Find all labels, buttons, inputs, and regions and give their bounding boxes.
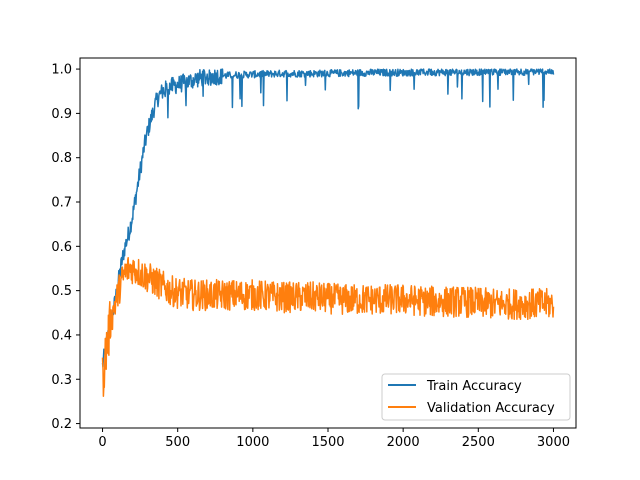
y-tick-label: 0.6 [51,240,72,255]
series-layer [101,68,555,397]
x-tick-label: 2500 [462,435,495,450]
x-tick-label: 3000 [537,435,570,450]
plot-frame [79,57,577,429]
x-tick-label: 500 [165,435,190,450]
legend-box [381,373,571,421]
x-tick-label: 2000 [387,435,420,450]
y-tick-label: 0.7 [51,196,72,211]
x-tick-label: 1500 [311,435,344,450]
x-tick-label: 0 [98,435,106,450]
series-line-validation-accuracy [101,256,555,397]
y-tick-label: 0.8 [51,151,72,166]
y-tick-label: 0.9 [51,107,72,122]
axis-ticks: 0 500 1000 1500 2000 2500 3000 0.2 0.3 0.4 0.5 0.6 0… [51,63,570,450]
legend-label-validation: Validation Accuracy [427,401,555,416]
legend-label-train: Train Accuracy [426,379,522,394]
x-tick-label: 1000 [236,435,269,450]
y-tick-label: 0.3 [51,373,72,388]
y-tick-label: 0.5 [51,284,72,299]
legend: Train Accuracy Validation Accuracy [381,373,571,421]
series-line-train-accuracy [101,68,555,368]
y-tick-label: 0.4 [51,328,72,343]
y-tick-label: 0.2 [51,417,72,432]
y-tick-label: 1.0 [51,63,72,78]
